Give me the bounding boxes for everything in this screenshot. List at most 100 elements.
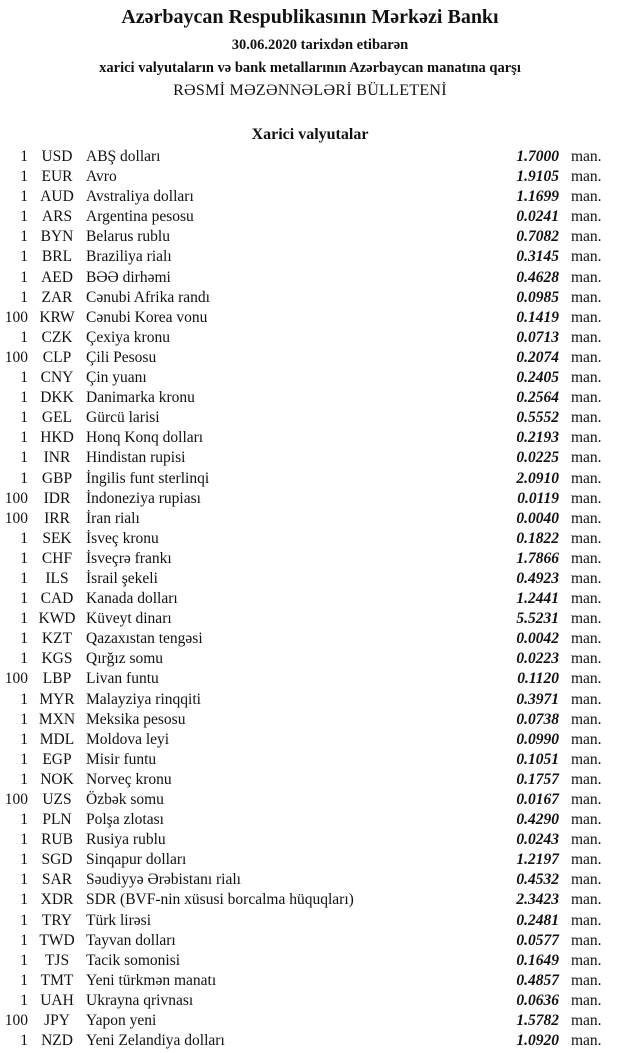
- currency-amount: 100: [4, 489, 28, 507]
- rate-row: 1 SEK İsveç kronu 0.1822 man.: [0, 529, 620, 549]
- rate-row: 1 UAH Ukrayna qrivnası 0.0636 man.: [0, 991, 620, 1011]
- currency-name: Sinqapur dolları: [86, 851, 187, 869]
- currency-name: Yapon yeni: [86, 1012, 157, 1030]
- currency-code: NOK: [40, 770, 74, 788]
- currency-code: MYR: [39, 690, 75, 708]
- currency-amount: 1: [20, 690, 28, 708]
- currency-name: SDR (BVF-nin xüsusi borcalma hüquqları): [86, 891, 354, 909]
- exchange-rate: 0.5552: [516, 409, 559, 427]
- currency-code: BYN: [40, 228, 74, 246]
- rate-row: 1 PLN Polşa zlotası 0.4290 man.: [0, 810, 620, 830]
- currency-name: Gürcü larisi: [86, 409, 160, 427]
- currency-amount: 1: [20, 770, 28, 788]
- unit-label: man.: [571, 248, 602, 266]
- rate-row: 1 GEL Gürcü larisi 0.5552 man.: [0, 408, 620, 428]
- exchange-rate: 0.0167: [516, 791, 559, 808]
- exchange-rate: 1.0920: [516, 1032, 559, 1050]
- currency-name: Ukrayna qrivnası: [86, 991, 194, 1009]
- currency-name: Yeni türkmən manatı: [86, 971, 217, 989]
- currency-code: HKD: [40, 429, 74, 447]
- currency-name: Türk lirəsi: [86, 911, 151, 929]
- currency-code: GBP: [41, 469, 73, 487]
- rate-row: 1 AUD Avstraliya dolları 1.1699 man.: [0, 187, 620, 207]
- unit-label: man.: [571, 369, 602, 387]
- currency-code: NZD: [41, 1032, 73, 1050]
- exchange-rate: 1.2441: [516, 590, 559, 608]
- currency-amount: 1: [20, 328, 28, 346]
- exchange-rate: 2.3423: [516, 891, 559, 909]
- section-title: Xarici valyutalar: [251, 126, 369, 143]
- currency-amount: 1: [20, 871, 28, 889]
- exchange-rate: 1.7000: [516, 148, 559, 165]
- rate-row: 1 HKD Honq Konq dolları 0.2193 man.: [0, 428, 620, 448]
- unit-label: man.: [571, 851, 602, 869]
- rate-row: 1 ILS İsrail şekeli 0.4923 man.: [0, 569, 620, 589]
- currency-amount: 1: [20, 208, 28, 226]
- currency-amount: 100: [4, 348, 28, 366]
- exchange-rate: 1.9105: [516, 168, 559, 186]
- unit-label: man.: [571, 469, 602, 487]
- currency-amount: 100: [4, 308, 28, 326]
- exchange-rate: 1.7866: [516, 549, 559, 567]
- rate-row: 1 TRY Türk lirəsi 0.2481 man.: [0, 911, 620, 931]
- subtitle: xarici valyutaların və bank metallarının…: [99, 60, 521, 76]
- currency-code: MXN: [38, 710, 76, 728]
- exchange-rate: 0.0040: [516, 509, 559, 527]
- exchange-rate: 0.2405: [516, 369, 559, 387]
- currency-name: Tacik somonisi: [86, 951, 181, 969]
- unit-label: man.: [571, 389, 602, 407]
- rate-row: 100 IRR İran rialı 0.0040 man.: [0, 509, 620, 529]
- exchange-rate: 1.2197: [516, 851, 559, 869]
- currency-amount: 1: [20, 288, 28, 306]
- currency-code: IDR: [43, 489, 71, 507]
- currency-amount: 1: [20, 529, 28, 547]
- currency-amount: 1: [20, 449, 28, 467]
- currency-code: MDL: [39, 730, 75, 748]
- exchange-rate: 0.7082: [516, 228, 559, 246]
- currency-name: Meksika pesosu: [86, 710, 186, 728]
- currency-amount: 1: [20, 590, 28, 608]
- unit-label: man.: [571, 449, 602, 467]
- unit-label: man.: [571, 770, 602, 788]
- unit-label: man.: [571, 328, 602, 346]
- currency-code: USD: [41, 148, 73, 165]
- unit-label: man.: [571, 208, 602, 226]
- currency-code: GEL: [41, 409, 73, 427]
- currency-name: Küveyt dinarı: [86, 610, 172, 628]
- currency-name: Avstraliya dolları: [86, 188, 194, 206]
- currency-amount: 1: [20, 188, 28, 206]
- unit-label: man.: [571, 690, 602, 708]
- rate-row: 1 NOK Norveç kronu 0.1757 man.: [0, 770, 620, 790]
- rate-row: 1 MDL Moldova leyi 0.0990 man.: [0, 730, 620, 750]
- currency-amount: 1: [20, 409, 28, 427]
- currency-name: Yeni Zelandiya dolları: [86, 1032, 225, 1050]
- exchange-rate: 0.2074: [516, 348, 559, 366]
- currency-amount: 1: [20, 831, 28, 849]
- currency-code: CHF: [41, 549, 73, 567]
- exchange-rate: 0.0241: [516, 208, 559, 226]
- exchange-rate: 5.5231: [516, 610, 559, 628]
- currency-name: Kanada dolları: [86, 590, 178, 608]
- exchange-rate: 0.0119: [517, 489, 559, 507]
- exchange-rate: 1.1699: [516, 188, 559, 206]
- rate-row: 1 INR Hindistan rupisi 0.0225 man.: [0, 448, 620, 468]
- exchange-rate: 0.4923: [516, 569, 559, 587]
- currency-code: SEK: [42, 529, 72, 547]
- currency-code: DKK: [40, 389, 74, 407]
- date-line: 30.06.2020 tarixdən etibarən: [231, 37, 409, 53]
- currency-name: Braziliya rialı: [86, 248, 172, 266]
- currency-amount: 1: [20, 248, 28, 266]
- currency-name: Danimarka kronu: [86, 389, 195, 407]
- currency-code: SGD: [41, 851, 73, 869]
- currency-amount: 1: [20, 971, 28, 989]
- currency-code: UZS: [42, 791, 72, 808]
- rate-row: 1 TJS Tacik somonisi 0.1649 man.: [0, 951, 620, 971]
- rate-row: 100 KRW Cənubi Korea vonu 0.1419 man.: [0, 308, 620, 328]
- currency-name: İsveç kronu: [86, 529, 159, 547]
- rate-row: 1 CAD Kanada dolları 1.2441 man.: [0, 589, 620, 609]
- currency-name: Polşa zlotası: [86, 811, 164, 829]
- currency-name: Malayziya rinqqiti: [86, 690, 201, 708]
- unit-label: man.: [571, 811, 602, 829]
- currency-amount: 100: [4, 1012, 28, 1030]
- currency-code: KWD: [38, 610, 76, 628]
